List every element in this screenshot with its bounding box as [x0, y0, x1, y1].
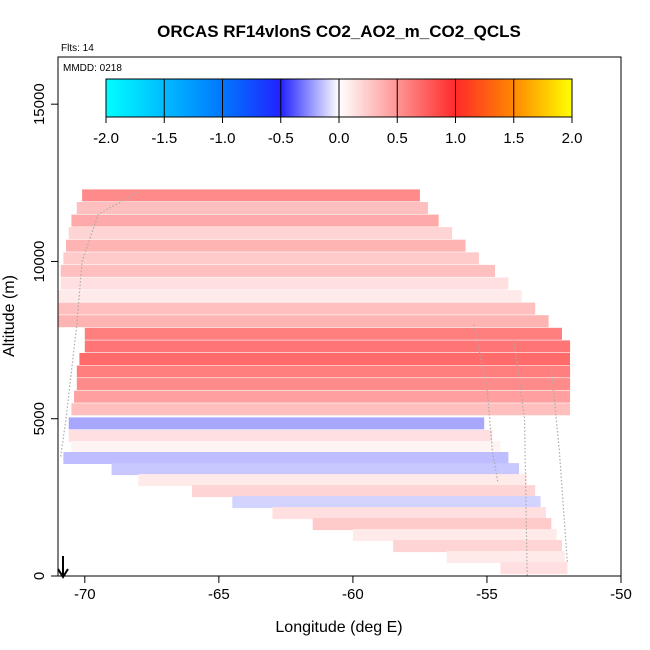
flight-tracks — [60, 191, 568, 577]
data-band — [63, 252, 479, 265]
data-band — [76, 378, 571, 391]
colorbar-tick-label: 0.5 — [387, 130, 408, 147]
colorbar-ticks: -2.0 -1.5 -1.0 -0.5 0.0 0.5 1.0 1.5 2.0 — [93, 79, 582, 147]
colorbar-tick-label: -1.5 — [151, 130, 177, 147]
data-band — [71, 403, 571, 416]
colorbar-tick-label: -0.5 — [268, 130, 294, 147]
data-band — [60, 264, 495, 277]
flights-label: Flts: 14 — [61, 43, 94, 54]
x-tick-label: -50 — [610, 586, 632, 603]
data-band — [138, 474, 528, 487]
data-band — [76, 202, 429, 214]
data-band — [84, 327, 563, 340]
y-tick-label: 5000 — [31, 402, 48, 435]
x-tick-label: -60 — [342, 586, 364, 603]
colorbar-tick-label: 0.0 — [329, 130, 350, 147]
flight-track-line — [550, 368, 568, 564]
data-band — [352, 529, 557, 542]
x-tick-label: -55 — [476, 586, 498, 603]
data-band — [71, 214, 439, 227]
x-tick-label: -65 — [208, 586, 230, 603]
y-tick-label: 10000 — [31, 241, 48, 283]
down-arrow-icon — [57, 556, 69, 579]
data-band — [66, 239, 466, 252]
colorbar-tick-label: 1.0 — [445, 130, 466, 147]
data-band — [192, 485, 536, 498]
data-band — [71, 441, 501, 453]
x-tick-label: -70 — [74, 586, 96, 603]
y-axis-label: Altitude (m) — [1, 275, 18, 357]
colorbar-tick-label: 1.5 — [503, 130, 524, 147]
data-band — [82, 189, 420, 202]
data-band — [60, 277, 509, 290]
data-layer — [58, 189, 571, 575]
colorbar-tick-label: -1.0 — [210, 130, 236, 147]
plot-frame — [57, 56, 622, 577]
flight-track-line — [472, 324, 499, 482]
x-axis: -70 -65 -60 -55 -50 — [74, 576, 632, 603]
data-band — [84, 340, 571, 353]
data-band — [446, 551, 565, 564]
data-band — [58, 290, 522, 303]
data-band — [58, 302, 536, 315]
data-band — [312, 518, 552, 531]
y-tick-label: 15000 — [31, 83, 48, 125]
data-band — [63, 452, 509, 464]
y-axis: 0 5000 10000 15000 — [31, 83, 58, 580]
y-tick-label: 0 — [31, 572, 48, 580]
flight-track-line — [60, 191, 139, 457]
colorbar-tick-label: 2.0 — [562, 130, 583, 147]
data-band — [68, 417, 485, 430]
colorbar: -2.0 -1.5 -1.0 -0.5 0.0 0.5 1.0 1.5 2.0 — [93, 78, 582, 147]
x-axis-label: Longitude (deg E) — [275, 619, 402, 636]
data-band — [232, 496, 541, 509]
data-band — [111, 463, 520, 476]
data-band — [393, 540, 562, 553]
data-band — [500, 562, 568, 575]
data-band — [272, 507, 546, 520]
chart-title: ORCAS RF14vlonS CO2_AO2_m_CO2_QCLS — [157, 22, 521, 41]
data-band — [58, 315, 549, 328]
colorbar-tick-label: -2.0 — [93, 130, 119, 147]
date-label: MMDD: 0218 — [63, 63, 122, 74]
data-band — [76, 365, 571, 378]
data-band — [68, 227, 453, 240]
data-band — [68, 430, 493, 442]
data-band — [74, 390, 571, 403]
data-band — [79, 353, 571, 365]
